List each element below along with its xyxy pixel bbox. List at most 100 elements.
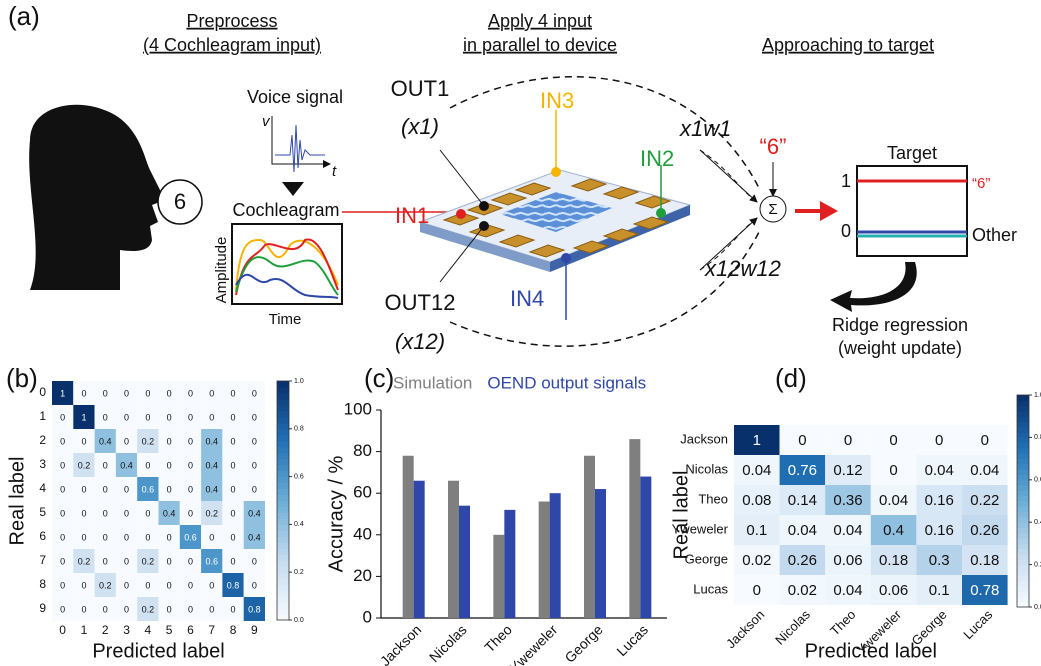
cell-label: 0.78: [970, 582, 999, 599]
colorbar-step: [1017, 517, 1029, 523]
colorbar-step: [1017, 480, 1029, 486]
colorbar-step: [1017, 538, 1029, 544]
y-tick-label: 3: [39, 457, 46, 471]
colorbar-tick-label: 0.6: [294, 473, 304, 480]
x-tick-label: 2: [102, 623, 109, 637]
cell-label: 0: [209, 388, 214, 398]
cell-label: 0: [167, 556, 172, 566]
cell-label: 0: [60, 412, 65, 422]
cell-label: 0: [167, 388, 172, 398]
cell-label: 0: [124, 508, 129, 518]
connector: [440, 150, 484, 206]
colorbar-step: [1017, 432, 1029, 438]
bar: [493, 535, 504, 618]
output-var: (x1): [401, 114, 439, 139]
cell-label: 0.4: [883, 522, 904, 539]
bar: [414, 481, 425, 618]
colorbar-step: [1017, 411, 1029, 417]
colorbar-step: [277, 584, 289, 590]
cell-label: 0.4: [248, 532, 261, 542]
cell-label: 0: [252, 556, 257, 566]
colorbar-step: [1017, 570, 1029, 576]
y-tick-label: Theo: [698, 491, 728, 506]
colorbar-tick-label: 0.6: [1034, 477, 1041, 484]
cell-label: 0: [103, 412, 108, 422]
colorbar-step: [277, 441, 289, 447]
cell-label: 0.06: [833, 552, 862, 569]
y-tick-label: Jackson: [680, 431, 728, 446]
cell-label: 0.76: [788, 462, 817, 479]
x-axis-title: Predicted label: [805, 640, 937, 662]
colorbar-step: [277, 602, 289, 608]
colorbar-step: [1017, 528, 1029, 534]
colorbar-step: [1017, 443, 1029, 449]
label: Ridge regression: [832, 315, 968, 335]
colorbar-step: [1017, 485, 1029, 491]
colorbar-step: [1017, 591, 1029, 597]
cell-label: 0: [103, 556, 108, 566]
cell-label: 0: [60, 532, 65, 542]
x-tick-label: 1: [81, 623, 88, 637]
cell-label: 0: [81, 388, 86, 398]
x-tick-label: Theo: [827, 607, 859, 639]
cell-label: 0: [124, 532, 129, 542]
cell-label: 0.1: [929, 582, 950, 599]
cell-label: 0.04: [833, 582, 862, 599]
y-tick-label: 0: [39, 385, 46, 399]
colorbar-tick-label: 0.8: [294, 426, 304, 433]
bar: [595, 489, 606, 618]
cell-label: 0.18: [970, 552, 999, 569]
colorbar-step: [277, 465, 289, 471]
colorbar-step: [1017, 581, 1029, 587]
cell-label: 0: [124, 604, 129, 614]
cell-label: 0: [252, 436, 257, 446]
colorbar-step: [1017, 586, 1029, 592]
cell-label: 0.4: [205, 460, 218, 470]
cell-label: 0: [188, 460, 193, 470]
colorbar-tick-label: 0.4: [294, 521, 304, 528]
y-tick-label: 9: [39, 601, 46, 615]
label: 1: [841, 171, 851, 191]
colorbar-step: [1017, 406, 1029, 412]
cell-label: 0.6: [184, 532, 197, 542]
x-tick-label: Jackson: [377, 621, 425, 666]
cell-label: 0: [167, 604, 172, 614]
cell-label: 0.36: [833, 492, 862, 509]
cell-label: 0: [188, 604, 193, 614]
x-tick-label: 3: [123, 623, 130, 637]
bar: [403, 456, 414, 618]
x-tick-label: 8: [230, 623, 237, 637]
cell-label: 0: [167, 436, 172, 446]
colorbar-step: [277, 477, 289, 483]
y-tick-label: 80: [353, 441, 372, 460]
cell-label: 0.8: [248, 604, 261, 614]
cell-label: 0: [145, 388, 150, 398]
colorbar-step: [1017, 501, 1029, 507]
y-tick-label: 5: [39, 505, 46, 519]
cell-label: 0.16: [925, 492, 954, 509]
x-tick-label: 5: [166, 623, 173, 637]
cell-label: 0: [81, 436, 86, 446]
colorbar-step: [1017, 543, 1029, 549]
colorbar-step: [277, 542, 289, 548]
cell-label: 0: [167, 580, 172, 590]
cell-label: 0: [231, 388, 236, 398]
cell-label: 0.12: [833, 462, 862, 479]
colorbar-step: [1017, 453, 1029, 459]
y-tick-label: 8: [39, 577, 46, 591]
cell-label: 1: [81, 412, 86, 422]
colorbar-tick-label: 0.2: [1034, 561, 1041, 568]
cell-label: 0: [60, 484, 65, 494]
y-tick-label: 20: [353, 566, 372, 585]
cell-label: 0.06: [879, 582, 908, 599]
cell-label: 0: [145, 580, 150, 590]
sum-symbol: Σ: [768, 201, 777, 218]
colorbar-step: [1017, 475, 1029, 481]
label: 0: [841, 221, 851, 241]
y-tick-label: 40: [353, 524, 372, 543]
x-tick-label: 0: [59, 623, 66, 637]
cell-label: 0: [188, 388, 193, 398]
colorbar-step: [1017, 554, 1029, 560]
colorbar-step: [1017, 533, 1029, 539]
colorbar-step: [1017, 506, 1029, 512]
